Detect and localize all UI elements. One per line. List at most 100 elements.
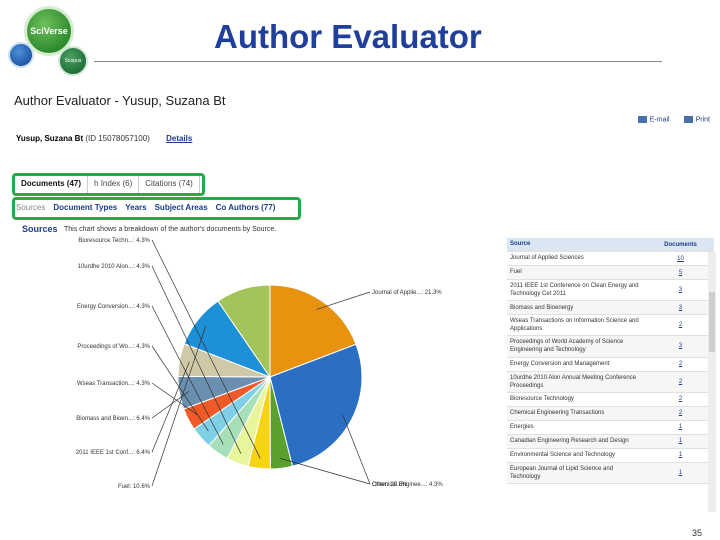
pie-leader-line [151, 361, 190, 453]
pie-leader-line [316, 291, 371, 310]
pie-label: Energy Conversion...: 4.3% [77, 304, 151, 310]
email-action[interactable]: E-mail [637, 116, 670, 123]
source-cell: Proceedings of World Academy of Science … [510, 339, 624, 354]
tab-h-index[interactable]: h Index (6) [88, 176, 140, 193]
pie-label: Fuel: 10.6% [118, 484, 151, 490]
subtab-sources[interactable]: Sources [16, 203, 46, 212]
source-cell: 10urdhe 2010 Alon Annual Meeting Confere… [510, 374, 637, 389]
documents-count-link[interactable]: 2 [678, 396, 683, 403]
pie-label: Chemical Enginee...: 4.3% [372, 482, 443, 488]
table-row: Journal of Applied Sciences 10 [507, 252, 714, 266]
subtab-document-types[interactable]: Document Types [53, 203, 118, 212]
table-row: European Journal of Lipid Science and Te… [507, 462, 714, 484]
documents-count-link[interactable]: 3 [678, 287, 683, 294]
author-name: Yusup, Suzana Bt [16, 134, 84, 143]
documents-count-link[interactable]: 3 [678, 343, 683, 350]
pie-label: 2011 IEEE 1st Conf...: 6.4% [76, 450, 151, 456]
source-cell: Biomass and Bioenergy [510, 304, 574, 311]
documents-count-link[interactable]: 2 [678, 378, 683, 385]
table-row: Proceedings of World Academy of Science … [507, 336, 714, 358]
pie-leader-line [151, 265, 242, 454]
table-row: Bioresource Technology 2 [507, 393, 714, 407]
documents-count-link[interactable]: 2 [678, 410, 683, 417]
table-row: Energies 1 [507, 421, 714, 435]
table-row: Wseas Transactions on Information Scienc… [507, 315, 714, 337]
title-rule [94, 61, 662, 62]
pie-leader-line [151, 305, 224, 445]
pie-leader-line [280, 458, 371, 485]
table-row: Environmental Science and Technology 1 [507, 449, 714, 463]
sources-pie-chart: Journal of Applie...: 21.3% Other: 29.8%C… [76, 238, 444, 490]
page-number: 35 [691, 528, 702, 538]
documents-count-link[interactable]: 1 [678, 469, 683, 476]
page-title: Author Evaluator [214, 18, 482, 55]
details-link[interactable]: Details [166, 134, 193, 143]
header-source[interactable]: Source [510, 241, 531, 248]
documents-count-link[interactable]: 1 [678, 452, 683, 459]
table-row: Chemical Engineering Transactions 2 [507, 406, 714, 421]
pie-label: Biomass and Bioen...: 6.4% [76, 416, 150, 422]
documents-count-link[interactable]: 2 [678, 361, 683, 368]
sources-heading: Sources [22, 224, 58, 234]
pie-leader-line [342, 414, 371, 485]
source-cell: Bioresource Technology [510, 396, 574, 403]
table-row: Canadian Engineering Research and Design… [507, 434, 714, 449]
source-cell: Journal of Applied Sciences [510, 255, 584, 262]
tab-bar: Documents (47) h Index (6) Citations (74… [15, 176, 200, 193]
source-cell: Canadian Engineering Research and Design [510, 438, 629, 445]
source-cell: Energies [510, 424, 534, 431]
pie-label: Wseas Transaction...: 4.3% [77, 381, 151, 387]
subtab-subject-areas[interactable]: Subject Areas [154, 203, 208, 212]
source-cell: Environmental Science and Technology [510, 452, 615, 459]
pie-leader-line [151, 239, 261, 459]
pie-label: Journal of Applie...: 21.3% [372, 290, 442, 296]
table-row: 10urdhe 2010 Alon Annual Meeting Confere… [507, 371, 714, 393]
print-action[interactable]: Print [683, 116, 710, 123]
sources-table: Source Documents Journal of Applied Scie… [507, 238, 714, 484]
pie-slice[interactable] [269, 343, 363, 467]
subtab-co-authors[interactable]: Co Authors (77) [215, 203, 276, 212]
header-documents[interactable]: Documents [664, 241, 697, 248]
scopus-logo: Scopus [58, 46, 88, 76]
table-row: Fuel 5 [507, 266, 714, 280]
subtabs-highlight-box [12, 197, 301, 220]
source-cell: European Journal of Lipid Science and Te… [510, 465, 614, 480]
subtab-bar: Sources Document Types Years Subject Are… [16, 203, 275, 212]
source-cell: Fuel [510, 269, 522, 276]
subtab-years[interactable]: Years [125, 203, 147, 212]
pie-leader-line [151, 382, 198, 415]
pie-slice[interactable] [269, 284, 357, 378]
source-cell: Energy Conversion and Management [510, 361, 610, 368]
pie-leader-line [151, 345, 209, 432]
print-icon [683, 116, 693, 123]
documents-count-link[interactable]: 3 [678, 304, 683, 311]
author-id: (ID 15078057100) [85, 134, 150, 143]
sources-description: This chart shows a breakdown of the auth… [64, 226, 277, 233]
table-row: 2011 IEEE 1st Conference on Clean Energy… [507, 280, 714, 302]
documents-count-link[interactable]: 1 [678, 438, 683, 445]
table-row: Biomass and Bioenergy 3 [507, 301, 714, 316]
documents-count-link[interactable]: 5 [678, 269, 683, 276]
scrollbar-thumb[interactable] [709, 292, 715, 352]
pie-label: Bioresource Techn...: 4.3% [78, 238, 150, 244]
tab-documents[interactable]: Documents (47) [15, 176, 89, 193]
pie-slice[interactable] [217, 284, 271, 379]
table-scrollbar[interactable] [708, 252, 716, 512]
tab-citations[interactable]: Citations (74) [139, 176, 200, 193]
table-header: Source Documents [507, 238, 714, 252]
table-row: Energy Conversion and Management 2 [507, 358, 714, 372]
documents-count-link[interactable]: 10 [677, 255, 684, 262]
pie-leader-line [151, 325, 207, 487]
action-links: E-mail Print [637, 116, 710, 123]
documents-count-link[interactable]: 1 [678, 424, 683, 431]
pie-leader-line [151, 390, 190, 419]
tabs-highlight-box [12, 173, 205, 196]
screen-title: Author Evaluator - Yusup, Suzana Bt [14, 93, 226, 108]
pie-label: Other: 29.8% [372, 482, 408, 488]
source-cell: Chemical Engineering Transactions [510, 410, 605, 417]
source-cell: Wseas Transactions on Information Scienc… [510, 318, 639, 333]
author-line: Yusup, Suzana Bt (ID 15078057100) Detail… [16, 134, 192, 143]
documents-count-link[interactable]: 2 [678, 322, 683, 329]
pie-label: Proceedings of Wo...: 4.3% [77, 344, 150, 350]
email-icon [637, 116, 647, 123]
